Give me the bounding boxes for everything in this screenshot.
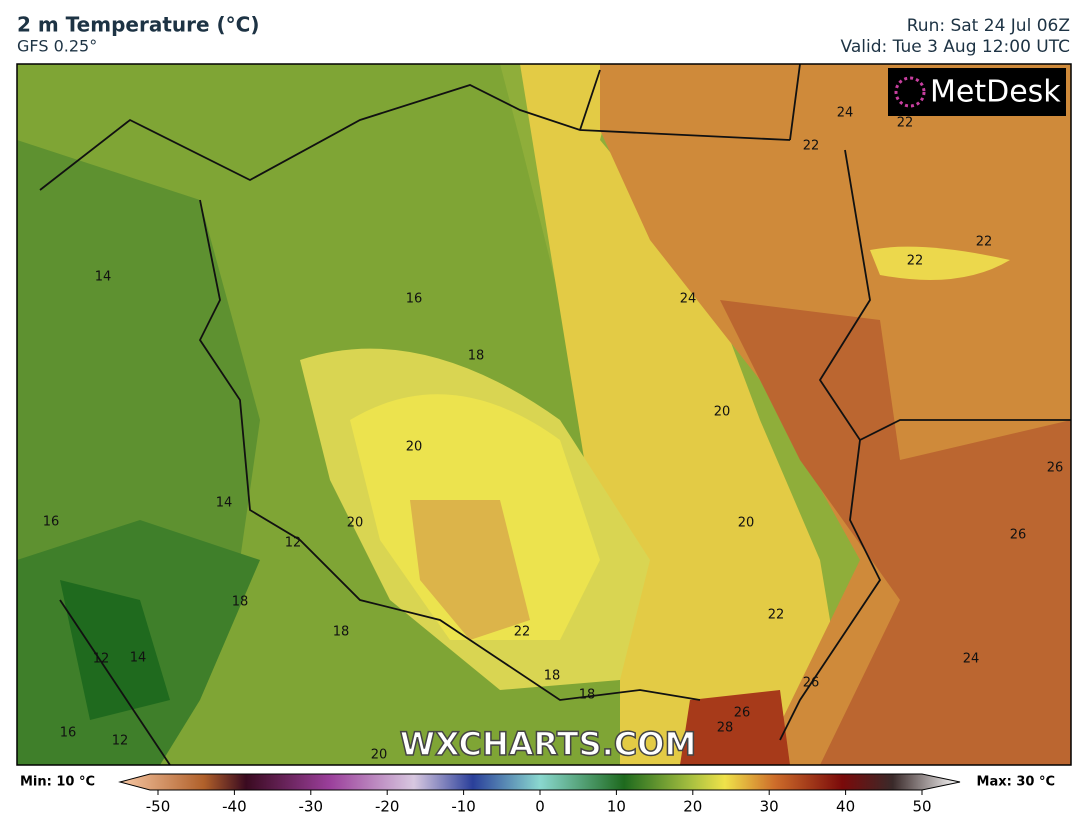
- tick-label: 0: [535, 798, 545, 816]
- contour-label: 22: [768, 608, 785, 623]
- max-label: Max: 30 °C: [977, 775, 1055, 790]
- run: Run: Sat 24 Jul 06Z: [907, 16, 1070, 36]
- contour-label: 12: [93, 652, 110, 667]
- contour-label: 26: [803, 676, 820, 691]
- subtitle: GFS 0.25°: [17, 37, 97, 56]
- contour-label: 24: [837, 106, 854, 121]
- contour-label: 18: [333, 625, 350, 640]
- contour-label: 22: [514, 625, 531, 640]
- contour-label: 20: [738, 516, 755, 531]
- contour-label: 26: [1047, 461, 1064, 476]
- contour-label: 14: [95, 270, 112, 285]
- tick-label: 20: [683, 798, 702, 816]
- contour-label: 22: [907, 254, 924, 269]
- contour-label: 14: [130, 651, 147, 666]
- contour-label: 18: [232, 595, 249, 610]
- valid: Valid: Tue 3 Aug 12:00 UTC: [841, 37, 1070, 57]
- logo: MetDesk: [930, 75, 1061, 110]
- contour-label: 16: [60, 726, 77, 741]
- contour-label: 20: [371, 748, 388, 763]
- contour-label: 22: [897, 116, 914, 131]
- tick-label: -10: [451, 798, 476, 816]
- logo-box: [888, 68, 1066, 116]
- tick-label: 40: [836, 798, 855, 816]
- watermark: WXCHARTS.COM: [400, 725, 697, 763]
- tick-label: -20: [375, 798, 400, 816]
- contour-label: 22: [976, 235, 993, 250]
- contour-label: 20: [347, 516, 364, 531]
- tick-label: -30: [299, 798, 324, 816]
- contour-label: 18: [468, 349, 485, 364]
- contour-label: 24: [963, 652, 980, 667]
- tick-label: 30: [760, 798, 779, 816]
- contour-label: 12: [285, 536, 302, 551]
- contour-label: 12: [112, 734, 129, 749]
- contour-label: 26: [734, 706, 751, 721]
- contour-label: 22: [803, 139, 820, 154]
- contour-label: 24: [680, 292, 697, 307]
- tick-label: 50: [912, 798, 931, 816]
- tick-label: -50: [146, 798, 171, 816]
- contour-label: 18: [579, 688, 596, 703]
- colorbar: [118, 773, 961, 791]
- contour-label: 16: [406, 292, 423, 307]
- tick-label: 10: [607, 798, 626, 816]
- contour-label: 18: [544, 669, 561, 684]
- contour-label: 28: [717, 721, 734, 736]
- contour-label: 26: [1010, 528, 1027, 543]
- map: [17, 64, 1071, 765]
- logo-icon: [894, 76, 926, 108]
- contour-label: 20: [406, 440, 423, 455]
- min-label: Min: 10 °C: [20, 775, 95, 790]
- map-frame: [16, 63, 1072, 766]
- contour-label: 16: [43, 515, 60, 530]
- contour-label: 14: [216, 496, 233, 511]
- title: 2 m Temperature (°C): [17, 13, 259, 37]
- contour-label: 20: [714, 405, 731, 420]
- tick-label: -40: [222, 798, 247, 816]
